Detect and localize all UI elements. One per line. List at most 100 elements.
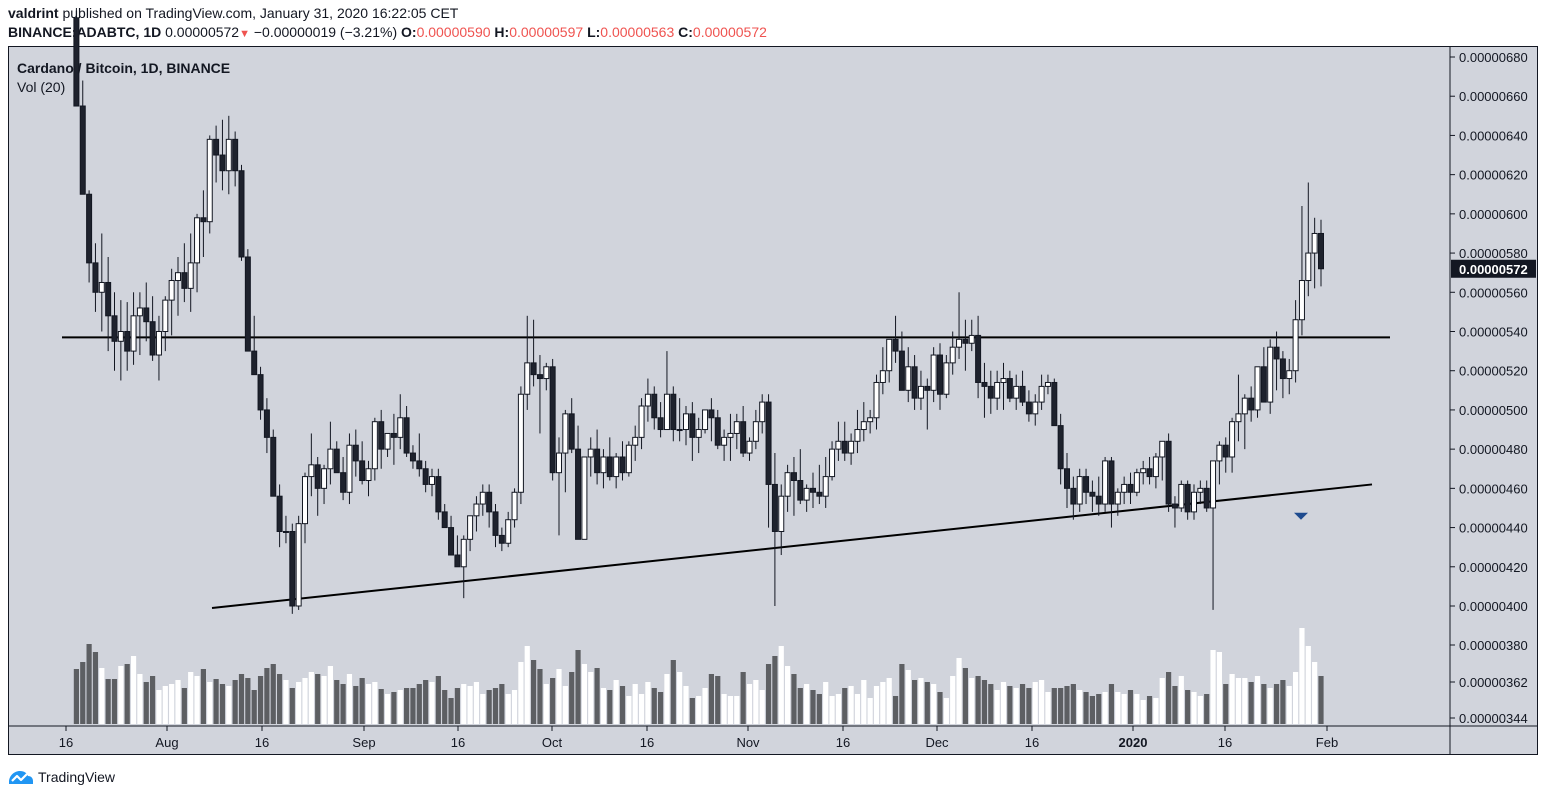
candle-body[interactable] bbox=[1241, 397, 1248, 415]
candle-body[interactable] bbox=[867, 417, 874, 423]
candle-body[interactable] bbox=[1191, 491, 1197, 513]
candle-body[interactable] bbox=[1311, 232, 1318, 254]
candle-body[interactable] bbox=[1019, 385, 1026, 403]
candle-body[interactable] bbox=[784, 472, 791, 497]
candle-body[interactable] bbox=[346, 444, 353, 493]
candle-body[interactable] bbox=[111, 315, 118, 342]
candle-body[interactable] bbox=[587, 448, 594, 458]
candle-body[interactable] bbox=[1222, 444, 1229, 458]
candle-body[interactable] bbox=[1184, 483, 1191, 513]
candle-body[interactable] bbox=[340, 472, 347, 493]
candle-body[interactable] bbox=[683, 413, 689, 431]
candle-body[interactable] bbox=[276, 495, 283, 532]
candle-body[interactable] bbox=[1102, 460, 1109, 505]
candle-body[interactable] bbox=[244, 256, 251, 352]
candle-body[interactable] bbox=[390, 432, 397, 438]
candle-body[interactable] bbox=[740, 421, 747, 454]
candle-body[interactable] bbox=[797, 480, 804, 501]
candle-body[interactable] bbox=[371, 421, 378, 470]
candle-body[interactable] bbox=[1248, 397, 1255, 411]
candle-body[interactable] bbox=[848, 440, 855, 454]
candle-body[interactable] bbox=[429, 476, 435, 485]
candle-body[interactable] bbox=[810, 487, 816, 493]
candle-body[interactable] bbox=[1070, 487, 1077, 505]
candle-body[interactable] bbox=[790, 472, 797, 482]
candle-body[interactable] bbox=[136, 307, 143, 317]
candle-body[interactable] bbox=[327, 448, 334, 470]
candle-body[interactable] bbox=[479, 491, 486, 505]
candle-body[interactable] bbox=[175, 272, 181, 282]
candle-body[interactable] bbox=[263, 409, 270, 438]
candle-body[interactable] bbox=[752, 421, 759, 442]
candle-body[interactable] bbox=[860, 421, 867, 431]
candle-body[interactable] bbox=[714, 417, 721, 446]
candle-body[interactable] bbox=[524, 362, 531, 395]
candle-body[interactable] bbox=[384, 432, 391, 450]
candle-body[interactable] bbox=[206, 138, 213, 223]
candle-body[interactable] bbox=[1013, 385, 1020, 399]
candle-body[interactable] bbox=[378, 421, 385, 450]
candle-body[interactable] bbox=[1044, 381, 1051, 387]
candle-body[interactable] bbox=[886, 338, 893, 372]
candle-body[interactable] bbox=[1273, 346, 1280, 360]
candle-body[interactable] bbox=[1171, 503, 1178, 509]
candle-body[interactable] bbox=[651, 393, 658, 419]
candle-body[interactable] bbox=[892, 338, 899, 352]
candle-body[interactable] bbox=[149, 321, 156, 356]
candle-body[interactable] bbox=[905, 366, 912, 391]
candle-body[interactable] bbox=[187, 262, 194, 289]
candle-body[interactable] bbox=[1298, 280, 1305, 321]
candle-body[interactable] bbox=[1216, 444, 1223, 462]
candle-body[interactable] bbox=[562, 413, 569, 454]
candle-body[interactable] bbox=[397, 417, 404, 438]
candle-body[interactable] bbox=[1057, 425, 1064, 470]
candle-body[interactable] bbox=[917, 385, 924, 399]
candle-body[interactable] bbox=[968, 334, 975, 344]
candle-body[interactable] bbox=[314, 464, 321, 489]
candle-body[interactable] bbox=[219, 154, 226, 172]
candle-body[interactable] bbox=[829, 448, 836, 478]
candle-body[interactable] bbox=[117, 330, 124, 342]
candle-body[interactable] bbox=[251, 350, 258, 376]
candle-body[interactable] bbox=[105, 281, 112, 317]
candle-body[interactable] bbox=[556, 452, 562, 474]
candle-body[interactable] bbox=[1152, 456, 1159, 478]
candle-body[interactable] bbox=[1083, 476, 1090, 493]
candle-body[interactable] bbox=[543, 366, 550, 380]
candle-body[interactable] bbox=[956, 338, 963, 348]
candle-body[interactable] bbox=[282, 530, 289, 533]
candle-body[interactable] bbox=[1254, 366, 1261, 411]
candle-body[interactable] bbox=[225, 138, 232, 172]
candle-body[interactable] bbox=[594, 448, 601, 474]
candle-body[interactable] bbox=[962, 338, 969, 344]
candle-body[interactable] bbox=[1000, 378, 1007, 383]
candle-body[interactable] bbox=[568, 413, 575, 450]
candle-body[interactable] bbox=[879, 370, 886, 383]
candle-body[interactable] bbox=[949, 346, 956, 364]
candle-body[interactable] bbox=[143, 307, 150, 323]
candle-body[interactable] bbox=[1178, 483, 1185, 509]
candle-body[interactable] bbox=[924, 385, 931, 391]
candle-body[interactable] bbox=[181, 272, 188, 289]
candle-body[interactable] bbox=[238, 170, 245, 258]
volume-indicator-label[interactable]: Vol (20) bbox=[17, 79, 66, 95]
candle-body[interactable] bbox=[295, 523, 302, 607]
candle-body[interactable] bbox=[302, 476, 308, 525]
candle-body[interactable] bbox=[930, 354, 937, 391]
candle-body[interactable] bbox=[994, 381, 1001, 399]
candle-body[interactable] bbox=[1318, 232, 1324, 270]
candle-body[interactable] bbox=[721, 436, 728, 446]
candle-body[interactable] bbox=[1140, 468, 1147, 474]
candle-body[interactable] bbox=[98, 281, 105, 293]
candle-body[interactable] bbox=[473, 503, 480, 517]
candle-body[interactable] bbox=[663, 393, 670, 431]
candle-body[interactable] bbox=[1114, 491, 1121, 505]
candle-body[interactable] bbox=[581, 456, 588, 540]
candle-body[interactable] bbox=[606, 456, 613, 478]
candle-body[interactable] bbox=[937, 354, 943, 395]
candle-body[interactable] bbox=[124, 330, 131, 352]
candle-body[interactable] bbox=[708, 409, 715, 419]
candle-body[interactable] bbox=[162, 299, 169, 332]
candle-body[interactable] bbox=[1089, 491, 1096, 497]
candle-body[interactable] bbox=[600, 456, 607, 474]
